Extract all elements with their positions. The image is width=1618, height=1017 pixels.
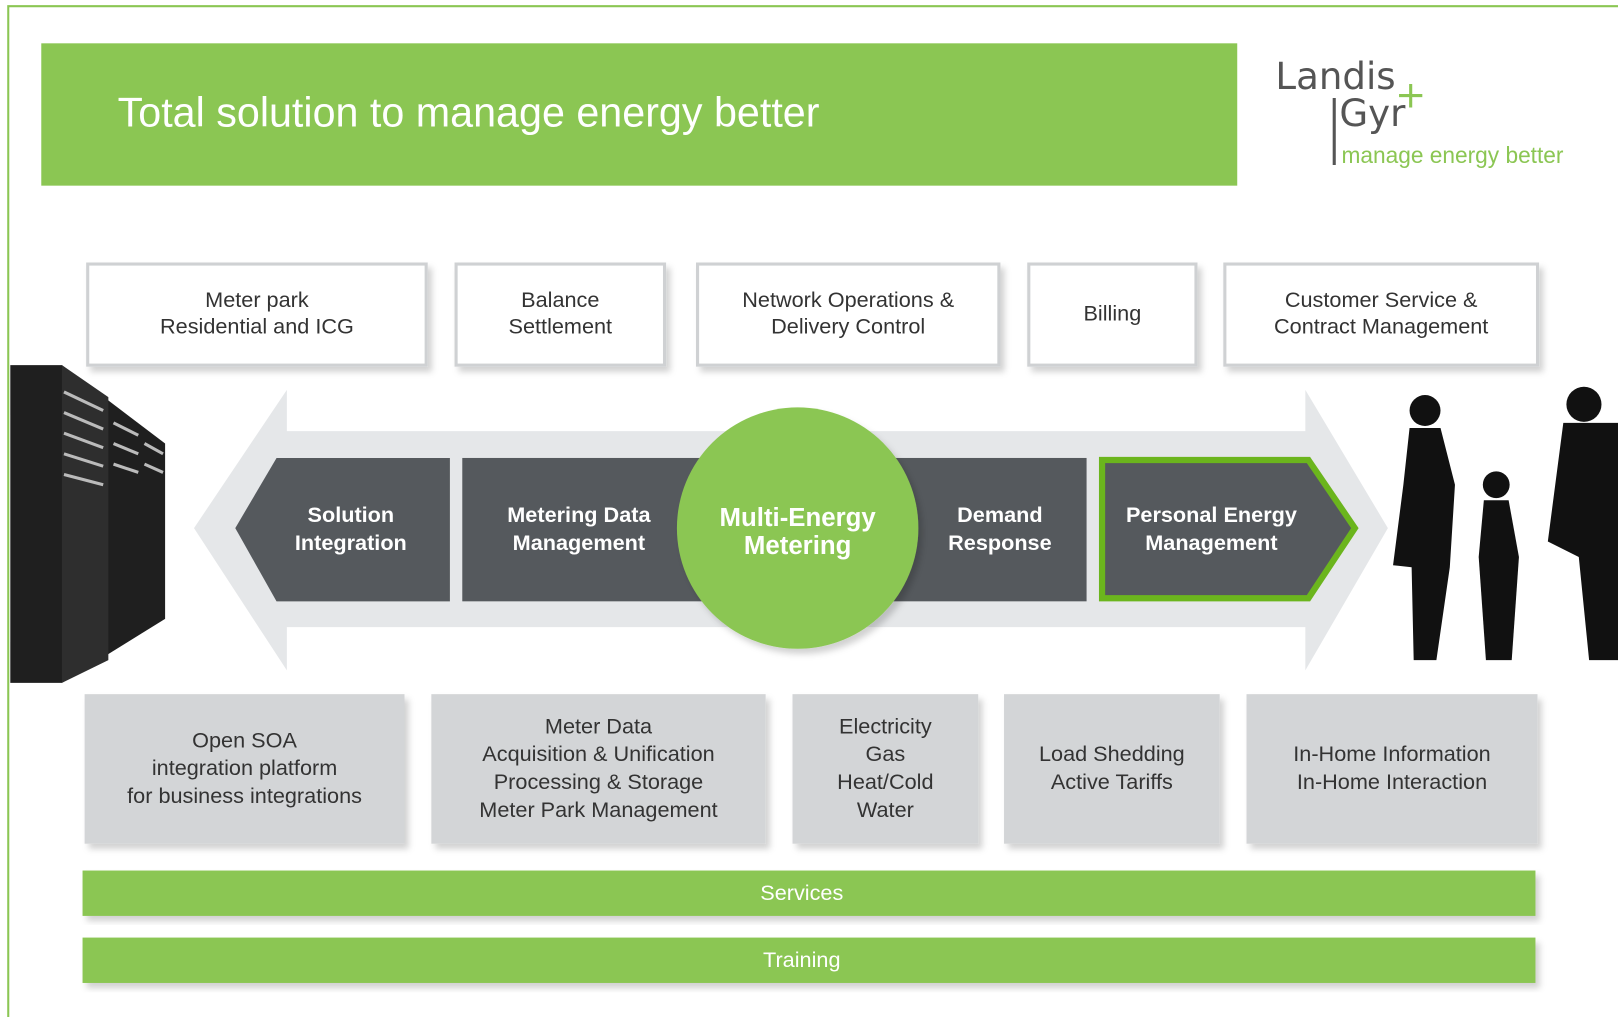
flow-label: Management [1145, 530, 1277, 555]
capability-label: Meter park [205, 287, 309, 312]
flow-label: Solution [308, 502, 395, 527]
feature-label: In-Home Interaction [1297, 769, 1487, 794]
feature-label: Gas [865, 741, 905, 766]
feature-label: Open SOA [192, 727, 297, 752]
feature-label: In-Home Information [1293, 741, 1490, 766]
flow-label: Demand [957, 502, 1042, 527]
feature-label: Acquisition & Unification [482, 741, 714, 766]
flow-label: Response [948, 530, 1052, 555]
flow-label: Personal Energy [1126, 502, 1297, 527]
flow-label: Metering Data [507, 502, 651, 527]
capability-label: Customer Service & [1285, 287, 1478, 312]
feature-label: Heat/Cold [837, 769, 933, 794]
flow-label: Integration [295, 530, 407, 555]
feature-label: Processing & Storage [494, 769, 704, 794]
feature-label: Meter Data [545, 713, 653, 738]
people-silhouette [1393, 387, 1618, 660]
capability-label: Balance [521, 287, 599, 312]
slide: Total solution to manage energy better L… [0, 0, 1618, 1017]
feature-label: Meter Park Management [479, 797, 717, 822]
feature-label: Active Tariffs [1051, 769, 1173, 794]
bottom-bar-label: Services [760, 880, 843, 905]
flow-label: Management [513, 530, 645, 555]
feature-label: Electricity [839, 713, 932, 738]
header-title: Total solution to manage energy better [118, 89, 820, 135]
capability-label: Contract Management [1274, 314, 1488, 339]
feature-label: for business integrations [127, 783, 362, 808]
feature-label: Water [857, 797, 914, 822]
capability-label: Billing [1083, 300, 1141, 325]
capability-label: Settlement [509, 314, 613, 339]
feature-label: Load Shedding [1039, 741, 1185, 766]
flow-center-label: Metering [744, 532, 851, 560]
logo-plus: + [1395, 73, 1426, 116]
capability-label: Residential and ICG [160, 314, 354, 339]
capability-label: Delivery Control [771, 314, 925, 339]
capability-label: Network Operations & [742, 287, 954, 312]
feature-label: integration platform [152, 755, 337, 780]
server-rack [10, 365, 165, 683]
logo-tagline: manage energy better [1341, 142, 1563, 168]
bottom-bar-label: Training [763, 947, 840, 972]
flow-center-label: Multi-Energy [720, 504, 877, 532]
